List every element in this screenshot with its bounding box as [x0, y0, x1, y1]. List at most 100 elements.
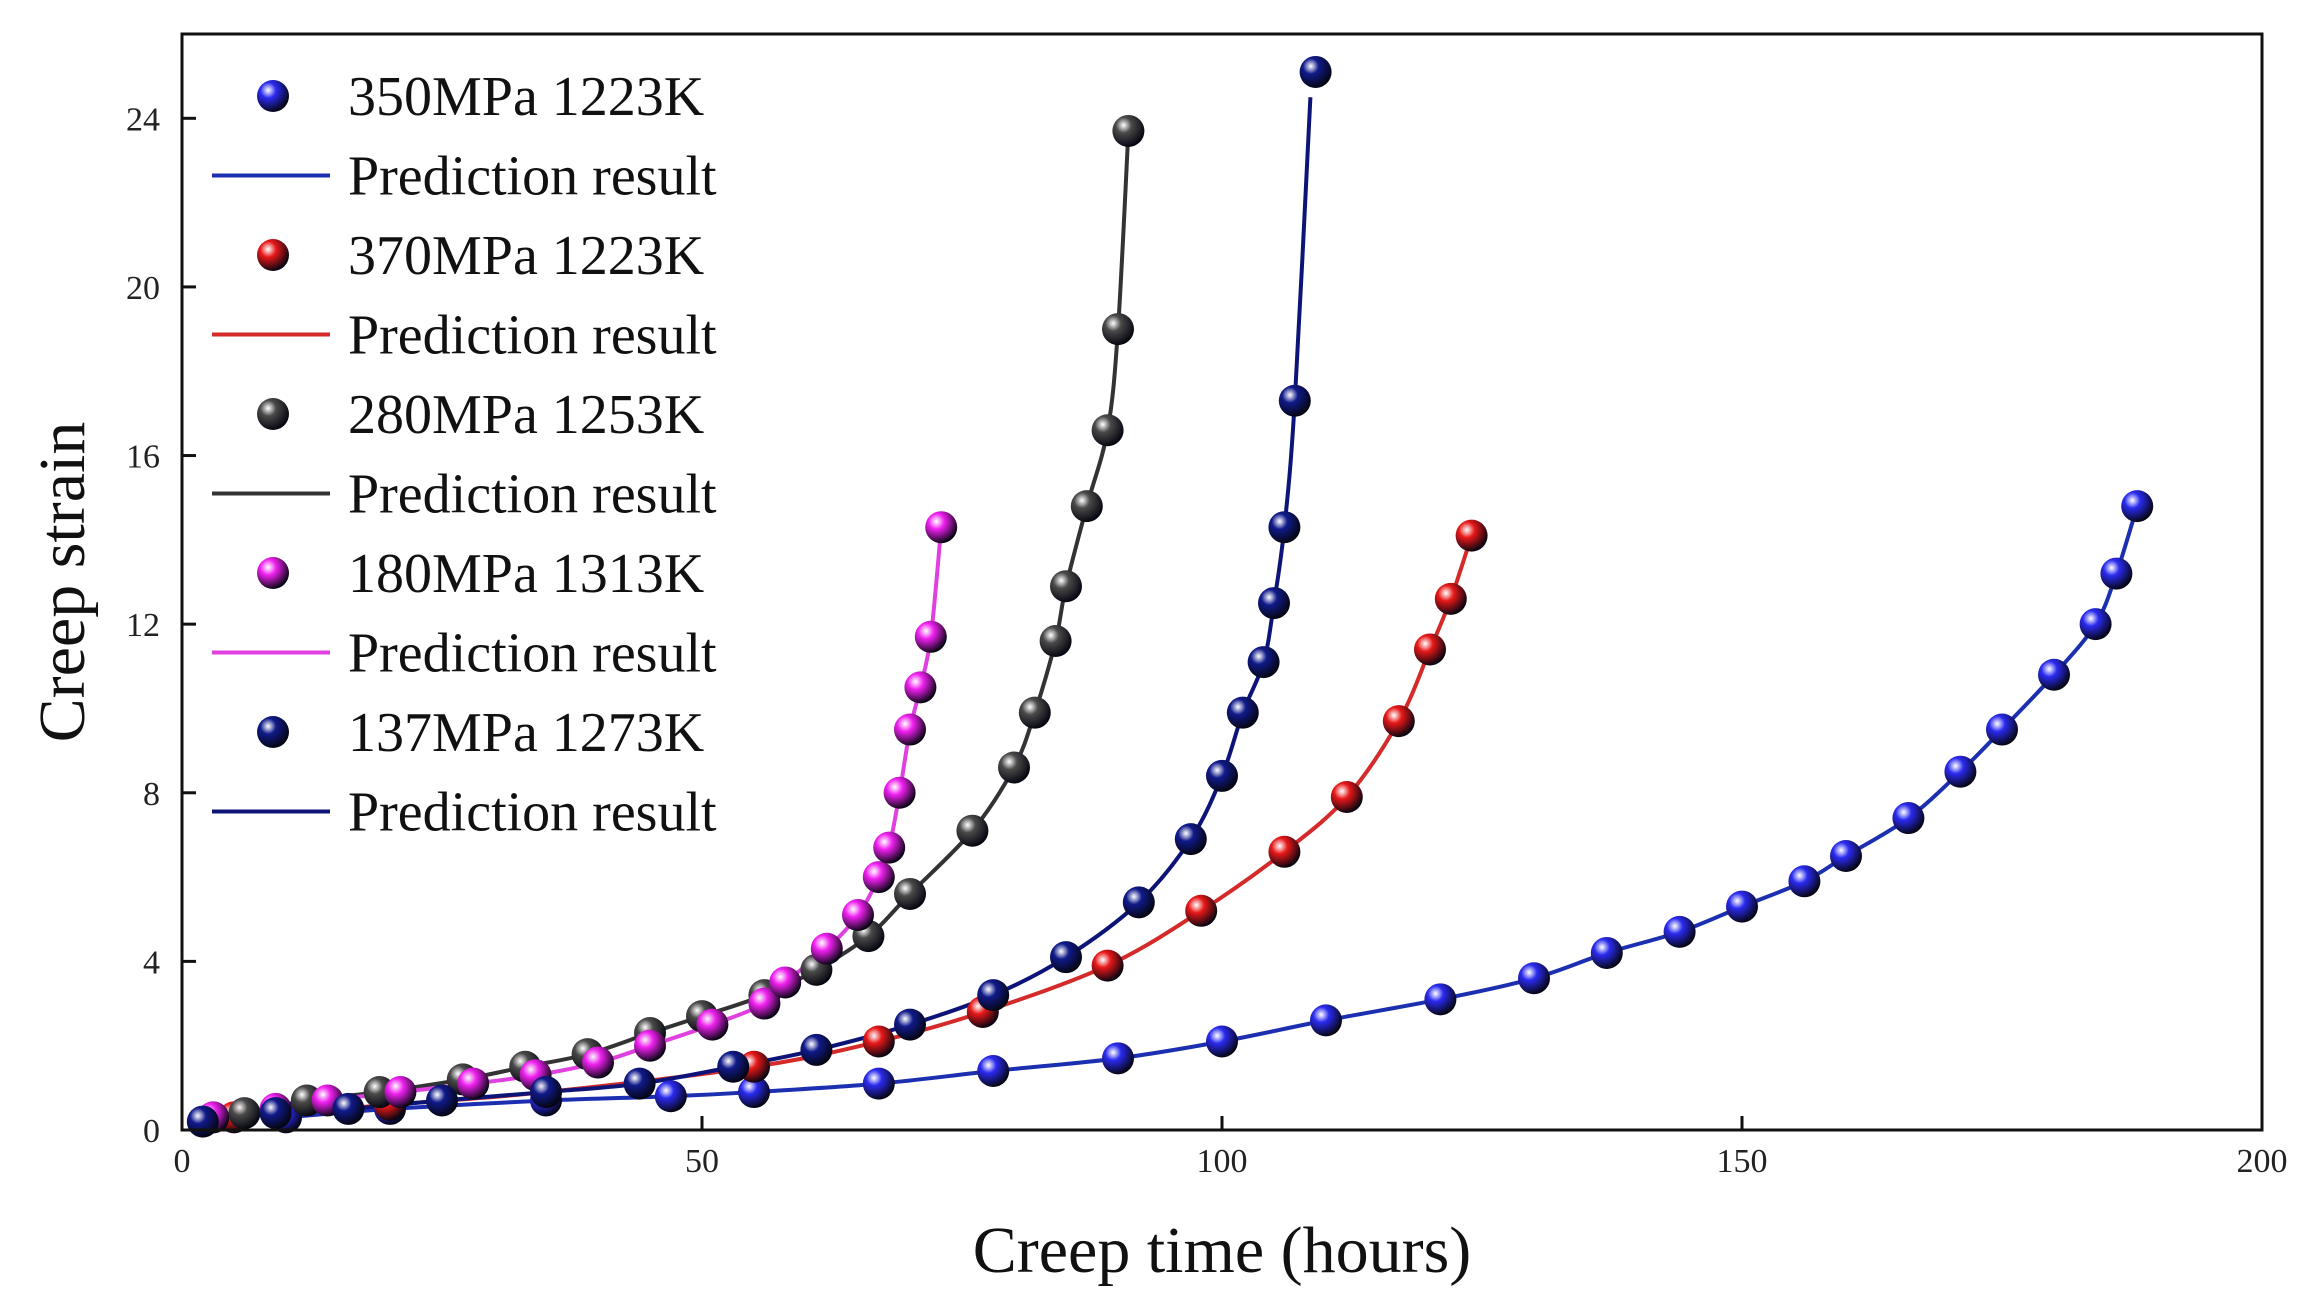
data-point	[1174, 823, 1207, 856]
data-point	[1892, 802, 1925, 835]
legend-marker	[257, 239, 289, 271]
data-point	[1518, 962, 1550, 995]
data-point	[894, 877, 926, 910]
data-point	[738, 1076, 770, 1109]
x-axis: 0 50 100 150 200	[174, 1116, 2288, 1180]
data-point	[1310, 1004, 1342, 1037]
data-point	[842, 899, 874, 932]
legend-series-label: 137MPa 1273K	[348, 702, 704, 764]
data-point	[800, 1033, 833, 1066]
legend-fit-label: Prediction result	[348, 782, 717, 844]
data-point	[1050, 570, 1082, 603]
data-point	[384, 1076, 417, 1109]
legend: 350MPa 1223K Prediction result 370MPa 1223…	[212, 66, 717, 844]
y-tick-label: 16	[126, 439, 160, 476]
data-point	[1091, 949, 1124, 982]
data-point	[977, 979, 1010, 1012]
data-point	[1663, 915, 1696, 948]
y-tick-label: 24	[126, 101, 160, 138]
data-point	[1185, 894, 1218, 927]
data-point	[623, 1067, 656, 1100]
data-point	[810, 932, 843, 965]
data-point	[1070, 490, 1103, 523]
data-point	[977, 1054, 1010, 1087]
data-point	[634, 1029, 666, 1062]
data-point	[332, 1092, 365, 1125]
legend-fit-label: Prediction result	[348, 464, 717, 526]
data-point	[1247, 646, 1280, 679]
data-point	[914, 620, 947, 653]
legend-fit-label: Prediction result	[348, 305, 717, 367]
data-point	[457, 1067, 490, 1100]
legend-fit-label: Prediction result	[348, 623, 717, 685]
data-point	[1102, 1042, 1134, 1075]
data-point	[1122, 886, 1155, 919]
data-point	[654, 1080, 687, 1113]
x-axis-title: Creep time (hours)	[973, 1214, 1472, 1287]
data-point	[426, 1084, 458, 1117]
data-point	[1830, 840, 1862, 872]
data-point	[1112, 114, 1145, 147]
data-point	[748, 987, 781, 1020]
x-tick-label: 0	[174, 1143, 191, 1180]
y-axis: 0 4 8 12 16 20 24	[126, 101, 196, 1150]
data-point	[259, 1097, 292, 1130]
data-point	[1102, 313, 1134, 346]
legend-series-label: 180MPa 1313K	[348, 543, 704, 605]
y-axis-title: Creep strain	[26, 422, 99, 743]
y-tick-label: 0	[143, 1113, 160, 1150]
data-point	[873, 831, 906, 864]
data-point	[2079, 608, 2112, 641]
legend-series-label: 280MPa 1253K	[348, 384, 704, 446]
data-point	[530, 1076, 562, 1109]
data-point	[894, 1008, 926, 1041]
data-point	[2038, 658, 2070, 691]
data-point	[925, 511, 958, 544]
data-points	[186, 55, 2154, 1138]
data-point	[1206, 1025, 1238, 1058]
data-point	[582, 1046, 614, 1079]
data-point	[956, 814, 989, 847]
data-point	[1986, 713, 2018, 746]
x-tick-label: 100	[1197, 1143, 1248, 1180]
data-point	[1268, 511, 1301, 544]
data-point	[862, 1067, 895, 1100]
x-tick-label: 150	[1717, 1143, 1768, 1180]
data-point	[1299, 55, 1332, 88]
data-point	[894, 713, 926, 746]
legend-marker	[257, 557, 289, 589]
data-point	[1424, 983, 1457, 1016]
data-point	[1455, 519, 1488, 552]
y-tick-label: 20	[126, 270, 160, 307]
data-point	[228, 1097, 261, 1130]
data-point	[2100, 557, 2133, 590]
data-point	[1278, 384, 1311, 417]
data-point	[186, 1105, 219, 1138]
data-point	[862, 1025, 895, 1058]
legend-fit-label: Prediction result	[348, 146, 717, 208]
y-tick-label: 4	[143, 944, 160, 981]
data-point	[1788, 865, 1821, 898]
data-point	[769, 966, 802, 999]
y-tick-label: 12	[126, 607, 160, 644]
legend-marker	[257, 80, 289, 112]
data-point	[1039, 625, 1072, 658]
data-point	[1050, 941, 1082, 974]
data-point	[904, 671, 937, 704]
data-point	[1590, 936, 1623, 969]
data-point	[998, 751, 1030, 784]
data-point	[717, 1050, 750, 1083]
data-point	[1414, 633, 1446, 666]
y-tick-label: 8	[143, 776, 160, 813]
data-point	[862, 861, 895, 894]
data-point	[1382, 705, 1415, 738]
data-point	[1258, 587, 1290, 620]
data-point	[1434, 582, 1467, 615]
data-point	[1018, 696, 1051, 729]
data-point	[1268, 835, 1301, 868]
x-tick-label: 200	[2237, 1143, 2288, 1180]
data-point	[696, 1008, 729, 1041]
data-point	[2121, 490, 2154, 523]
data-point	[883, 776, 916, 809]
